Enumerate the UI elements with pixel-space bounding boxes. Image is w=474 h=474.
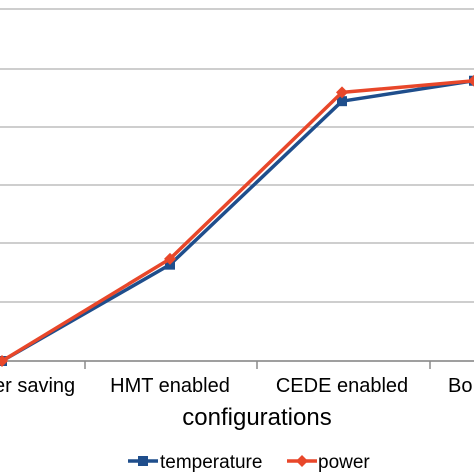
data-point-power: [468, 74, 474, 87]
x-tick-labels: er saving HMT enabled CEDE enabled Bo: [0, 375, 472, 397]
gridlines: [0, 8, 474, 362]
legend-marker-power: [296, 455, 308, 467]
x-axis-title: configurations: [182, 404, 331, 431]
series-layer: [0, 74, 474, 367]
legend-label-temperature: temperature: [160, 452, 262, 473]
series-line-temperature: [1, 79, 474, 363]
series-line-power: [1, 78, 474, 363]
data-point-power: [336, 86, 348, 99]
legend-label-power: power: [318, 452, 370, 473]
x-tick-label: er saving: [0, 375, 75, 397]
legend-marker-temperature: [138, 456, 148, 466]
legend: temperature power: [128, 452, 370, 473]
x-ticks: [84, 361, 431, 369]
x-tick-label: Bo: [448, 375, 472, 397]
x-tick-label: CEDE enabled: [276, 375, 408, 397]
data-point-power: [0, 355, 8, 367]
data-point-power: [164, 252, 176, 265]
data-point-temperature: [337, 96, 347, 107]
x-tick-label: HMT enabled: [110, 375, 230, 397]
